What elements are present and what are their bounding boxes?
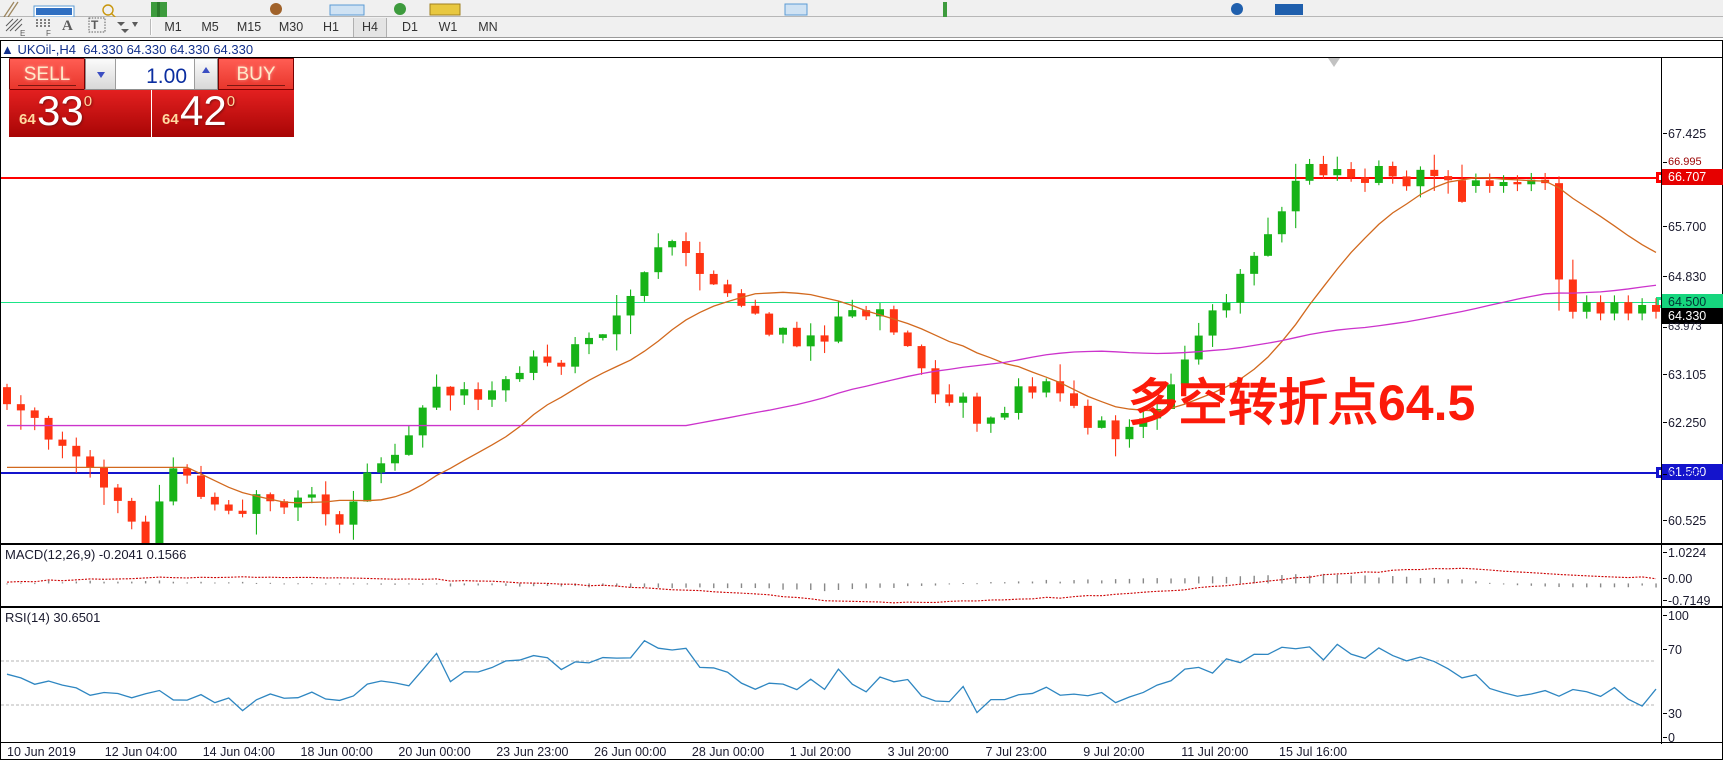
svg-text:F: F <box>46 29 51 37</box>
svg-text:E: E <box>20 29 25 37</box>
svg-text:T: T <box>91 18 99 32</box>
